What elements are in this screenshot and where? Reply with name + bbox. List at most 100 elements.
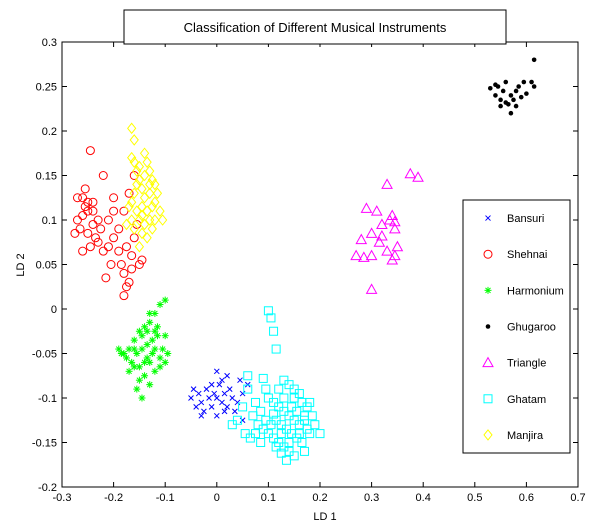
point-ghatam [281, 455, 291, 465]
legend-marker-ghugaroo [485, 324, 491, 329]
y-axis-label: LD 2 [15, 253, 27, 276]
legend-label-ghatam: Ghatam [507, 394, 546, 406]
point-bansuri [237, 377, 243, 384]
point-ghugaroo [487, 85, 493, 91]
point-triangle [388, 222, 401, 234]
point-ghugaroo [498, 97, 503, 103]
legend-label-bansuri: Bansuri [507, 213, 544, 225]
legend-items: Bansuri Shehnai Harmonium Ghugaroo Triangle G… [482, 213, 564, 442]
point-shehnai [114, 246, 124, 256]
point-harmonium [151, 309, 159, 317]
point-manjira [129, 156, 139, 168]
point-harmonium [143, 341, 151, 349]
point-ghatam [269, 326, 279, 336]
point-harmonium [141, 372, 149, 380]
x-tick-label: 0.5 [467, 492, 482, 504]
x-tick-label: 0.7 [570, 492, 585, 504]
legend-label-ghugaroo: Ghugaroo [507, 322, 556, 334]
point-bansuri [221, 390, 228, 397]
y-tick-label: -0.15 [32, 438, 57, 450]
point-manjira [127, 151, 137, 164]
legend-label-manjira: Manjira [507, 430, 544, 442]
point-ghatam [251, 397, 260, 407]
point-ghatam [274, 384, 284, 394]
point-harmonium [161, 358, 169, 366]
point-ghatam [238, 402, 248, 412]
point-ghugaroo [513, 88, 519, 94]
point-shehnai [72, 193, 82, 203]
point-bansuri [219, 399, 225, 406]
point-triangle [381, 178, 393, 189]
point-ghatam [294, 429, 304, 439]
point-ghatam [297, 438, 307, 447]
point-manjira [150, 196, 160, 209]
point-manjira [137, 209, 147, 222]
point-ghugaroo [531, 57, 537, 63]
point-harmonium [143, 327, 151, 335]
point-shehnai [88, 197, 98, 207]
point-harmonium [115, 345, 123, 353]
point-shehnai [103, 242, 113, 252]
point-ghugaroo [524, 91, 529, 96]
point-manjira [155, 205, 165, 217]
point-harmonium [164, 350, 172, 357]
y-tick-label: 0.05 [36, 260, 57, 272]
point-manjira [134, 214, 145, 226]
point-harmonium [151, 345, 159, 353]
legend-marker-ghatam [483, 394, 493, 404]
point-manjira [132, 178, 142, 191]
x-axis-label: LD 1 [313, 511, 336, 523]
point-harmonium [146, 318, 154, 326]
y-tick-label: 0.1 [42, 215, 57, 227]
point-triangle [350, 249, 362, 261]
point-manjira [137, 200, 147, 213]
y-tick-label: -0.1 [38, 393, 57, 405]
point-shehnai [93, 215, 103, 225]
point-harmonium [156, 363, 164, 371]
x-tick-label: 0 [214, 492, 220, 504]
point-shehnai [124, 188, 134, 198]
point-manjira [150, 214, 160, 226]
y-tick-label: 0.15 [36, 171, 57, 183]
point-triangle [386, 254, 399, 265]
point-triangle [412, 171, 424, 182]
point-shehnai [127, 251, 137, 261]
point-shehnai [75, 224, 85, 234]
point-ghugaroo [508, 110, 514, 116]
point-ghugaroo [513, 103, 519, 109]
axes: -0.3 -0.2 -0.1 0 0.1 0.2 0.3 0.4 0.5 0.6 0.7-0.2-0… [32, 37, 586, 504]
point-manjira [129, 134, 139, 146]
x-tick-label: 0.3 [364, 492, 379, 504]
point-bansuri [208, 381, 215, 388]
y-tick-label: -0.2 [38, 482, 57, 494]
point-triangle [358, 251, 370, 262]
point-shehnai [83, 197, 93, 207]
chart-title: Classification of Different Musical Inst… [184, 20, 447, 35]
point-ghugaroo [508, 93, 514, 98]
point-ghatam [305, 397, 315, 407]
x-tick-label: 0.2 [312, 492, 327, 504]
point-shehnai [137, 255, 147, 265]
legend [462, 199, 571, 454]
point-shehnai [72, 215, 82, 225]
point-harmonium [138, 332, 146, 340]
point-ghatam [315, 429, 325, 439]
point-manjira [139, 191, 150, 204]
legend-marker-harmonium [484, 286, 492, 294]
point-bansuri [224, 404, 230, 410]
legend-label-shehnai: Shehnai [507, 249, 547, 261]
point-shehnai [96, 224, 106, 234]
point-manjira [121, 218, 132, 231]
y-tick-label: 0.3 [42, 37, 57, 49]
point-harmonium [161, 332, 169, 340]
point-ghatam [256, 406, 266, 416]
point-triangle [391, 240, 404, 252]
x-tick-label: 0.6 [519, 492, 534, 504]
legend-marker-shehnai [483, 249, 493, 259]
point-manjira [129, 223, 139, 235]
point-harmonium [125, 367, 133, 375]
point-manjira [157, 214, 168, 226]
point-manjira [127, 122, 137, 135]
point-manjira [127, 214, 137, 226]
point-shehnai [98, 171, 108, 180]
